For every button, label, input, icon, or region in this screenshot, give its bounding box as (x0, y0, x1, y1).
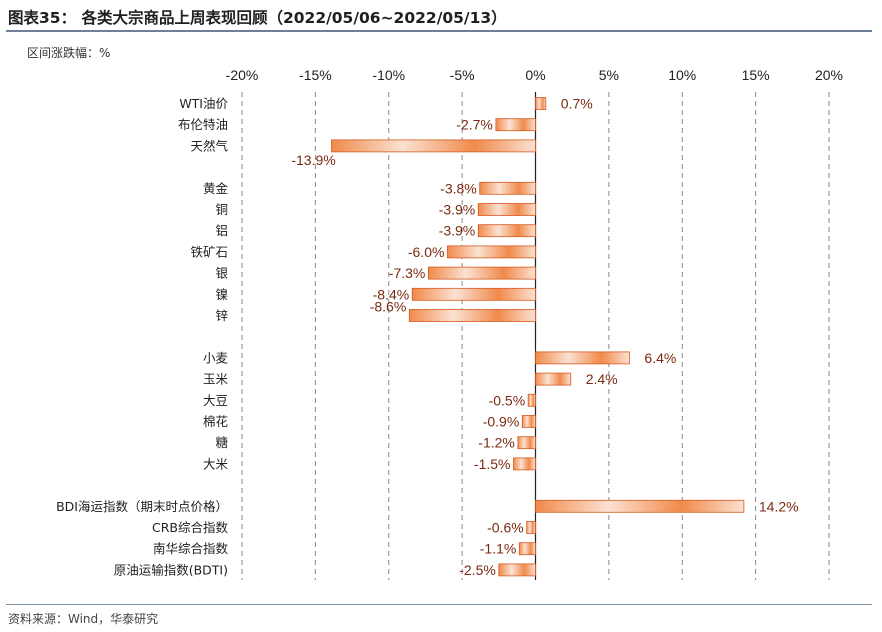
bar (517, 436, 536, 450)
category-label: 玉米 (203, 372, 229, 387)
footer-divider (6, 604, 872, 605)
data-label: -0.9% (483, 414, 520, 430)
bar (498, 563, 536, 577)
bars (331, 97, 745, 577)
bar (427, 266, 536, 280)
bar (447, 245, 536, 259)
category-label: 铝 (215, 223, 228, 238)
chart-title: 图表35： 各类大宗商品上周表现回顾（2022/05/06~2022/05/13… (8, 9, 507, 27)
data-label: -3.9% (439, 223, 476, 239)
data-label: -6.0% (408, 244, 445, 260)
x-tick-label: -20% (226, 67, 259, 83)
x-tick-label: 10% (668, 67, 696, 83)
bar (521, 415, 536, 428)
x-tick-label: -10% (372, 67, 405, 83)
bar (477, 224, 536, 238)
data-label: -13.9% (291, 152, 335, 168)
title-divider (6, 30, 872, 32)
grid-lines (241, 92, 830, 580)
x-tick-label: 5% (599, 67, 619, 83)
category-label: 铁矿石 (190, 244, 228, 259)
data-label: -1.1% (480, 541, 517, 557)
x-tick-label: 20% (815, 67, 843, 83)
unit-label: 区间涨跌幅：% (27, 46, 111, 60)
bar (526, 521, 536, 534)
category-label: 银 (215, 266, 228, 281)
category-label: 天然气 (190, 138, 228, 153)
data-label: -2.5% (459, 562, 496, 578)
x-tick-label: 0% (525, 67, 545, 83)
category-label: 棉花 (203, 414, 228, 429)
category-label: 锌 (215, 308, 228, 323)
category-label: 小麦 (203, 350, 229, 365)
bar (479, 181, 536, 195)
data-label: -2.7% (456, 117, 493, 133)
bar (535, 499, 745, 513)
category-label: CRB综合指数 (152, 520, 228, 535)
category-label: 镍 (215, 287, 228, 302)
bar (408, 309, 536, 322)
data-label: 0.7% (561, 96, 593, 112)
bar (411, 287, 536, 301)
data-label: 2.4% (586, 371, 618, 387)
category-label: BDI海运指数（期末时点价格） (56, 499, 228, 514)
bar (477, 203, 536, 216)
bar (535, 351, 630, 365)
data-label: 6.4% (644, 350, 676, 366)
bar (331, 139, 536, 153)
x-axis-ticks: -20% -15% -10% -5% 0% 5% 10% 15% 20% (226, 67, 843, 83)
category-label: 糖 (215, 435, 228, 450)
data-label: -0.5% (489, 392, 526, 408)
data-label: -8.4% (373, 286, 410, 302)
data-labels: 0.7% -2.7% -13.9% -3.8% -3.9% -3.9% -6.0% -7.3%… (291, 96, 798, 578)
data-label: -3.9% (439, 202, 476, 218)
category-label: 布伦特油 (178, 117, 228, 132)
data-label: -1.2% (478, 435, 515, 451)
data-label: -0.6% (487, 520, 524, 536)
x-tick-label: -15% (299, 67, 332, 83)
category-label: 大豆 (203, 393, 228, 408)
x-tick-label: -5% (450, 67, 475, 83)
source-note: 资料来源：Wind，华泰研究 (8, 612, 159, 626)
data-label: -7.3% (389, 265, 426, 281)
category-label: 大米 (203, 456, 229, 471)
bar (518, 542, 536, 556)
category-label: 南华综合指数 (153, 541, 229, 556)
bar (495, 118, 536, 132)
data-label: -1.5% (474, 456, 511, 472)
data-label: -8.6% (370, 299, 407, 315)
bar (535, 372, 572, 386)
category-label: 铜 (215, 202, 228, 217)
data-label: -3.8% (440, 180, 477, 196)
x-tick-label: 15% (742, 67, 770, 83)
data-label: 14.2% (759, 498, 799, 514)
bar (513, 457, 536, 471)
bar (527, 393, 536, 407)
category-label: WTI油价 (179, 96, 228, 111)
category-label: 原油运输指数(BDTI) (114, 562, 228, 577)
bar (535, 97, 547, 110)
category-label: 黄金 (203, 181, 229, 196)
